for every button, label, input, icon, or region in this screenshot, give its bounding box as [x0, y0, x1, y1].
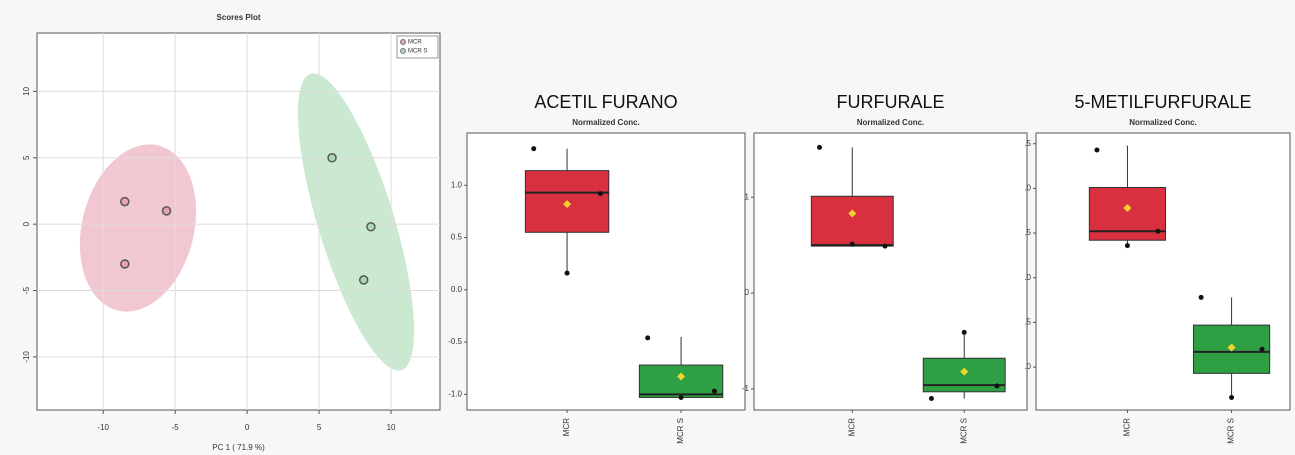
legend-box [396, 35, 439, 59]
x-tick-label: MCR [562, 418, 571, 436]
chart-subtitle: Normalized Conc. [1129, 118, 1197, 127]
y-tick-label: .0 [1024, 273, 1031, 282]
point [366, 222, 376, 232]
point [678, 394, 684, 400]
point [120, 196, 130, 207]
point [1155, 228, 1161, 234]
point [961, 329, 967, 335]
legend-label: MCR S [408, 49, 427, 55]
x-tick-label: MCR S [959, 418, 968, 444]
legend-swatch [400, 39, 406, 45]
point [849, 241, 855, 247]
y-tick-label: -1 [742, 384, 750, 393]
y-tick-label: -0.5 [448, 337, 462, 346]
x-tick-label: MCR [847, 418, 856, 436]
x-tick-label: -10 [97, 423, 109, 432]
point [711, 388, 717, 394]
box [1088, 187, 1167, 241]
x-tick-label: 5 [317, 423, 322, 432]
x-axis-label: PC 1 ( 71.9 %) [212, 443, 265, 452]
point [327, 153, 337, 163]
y-tick-label: 0 [745, 288, 750, 297]
y-tick-label: 0.5 [451, 233, 463, 242]
point [1094, 147, 1100, 153]
x-tick-label: MCR [1123, 418, 1132, 436]
point [531, 146, 537, 152]
y-tick-label: .5 [1024, 228, 1031, 237]
chart-subtitle: Normalized Conc. [572, 118, 640, 127]
x-tick-label: 10 [387, 423, 396, 432]
box [810, 195, 894, 247]
y-tick-label: -10 [22, 351, 31, 363]
point [817, 144, 823, 150]
box [638, 364, 724, 398]
point [882, 243, 888, 249]
mean [563, 200, 572, 209]
x-tick-label: 0 [245, 423, 250, 432]
y-tick-label: 5 [22, 155, 31, 160]
chart-title: FURFURALE [836, 92, 944, 112]
chart-title: ACETIL FURANO [534, 92, 677, 112]
point [120, 259, 130, 269]
point [1124, 243, 1130, 249]
mcr-s-ellipse [297, 73, 415, 371]
point [1259, 346, 1265, 352]
point [645, 335, 651, 341]
legend-label: MCR [408, 40, 422, 46]
chart-subtitle: Normalized Conc. [857, 118, 925, 127]
chart-title: 5-METILFURFURALE [1074, 92, 1251, 112]
point [358, 275, 369, 285]
mean [848, 209, 857, 218]
point [1229, 394, 1235, 400]
y-tick-label: .0 [1024, 184, 1031, 193]
y-tick-label: .5 [1024, 318, 1031, 327]
y-tick-label: 0 [22, 221, 31, 226]
box [922, 357, 1006, 393]
legend-swatch [400, 48, 406, 54]
y-tick-label: -1.0 [448, 389, 462, 398]
chart-title: Scores Plot [216, 13, 260, 22]
point [161, 206, 172, 216]
x-tick-label: MCR S [676, 418, 685, 444]
mean [677, 372, 686, 381]
point [597, 191, 603, 197]
point [1198, 294, 1204, 300]
mean [1123, 204, 1132, 213]
mean [1227, 343, 1236, 352]
y-tick-label: .5 [1024, 139, 1031, 148]
x-tick-label: MCR S [1227, 418, 1236, 444]
x-tick-label: -5 [172, 423, 180, 432]
mcr-ellipse [79, 144, 197, 312]
y-tick-label: .0 [1024, 362, 1031, 371]
y-tick-label: 0.0 [451, 285, 463, 294]
point [994, 383, 1000, 389]
y-tick-label: 1.0 [451, 180, 463, 189]
point [564, 270, 570, 276]
mean [960, 367, 969, 376]
y-tick-label: 1 [745, 192, 750, 201]
point [928, 395, 934, 401]
y-tick-label: 10 [22, 86, 31, 95]
y-tick-label: -5 [22, 286, 31, 294]
